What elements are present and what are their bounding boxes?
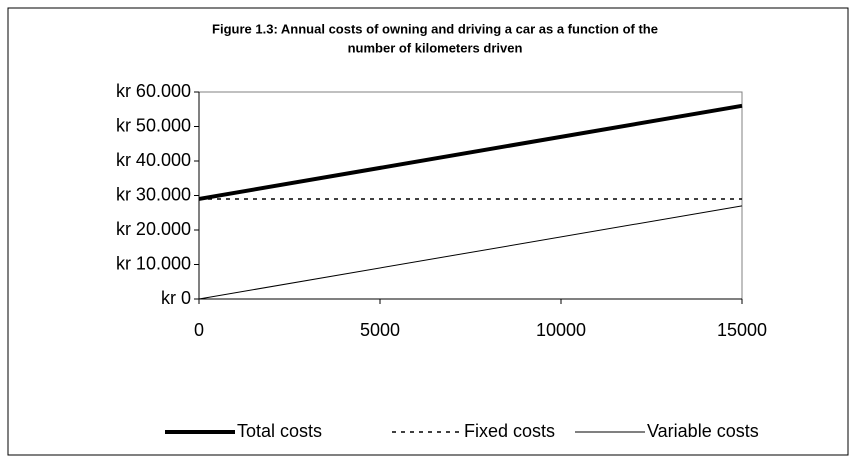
y-tick-label: kr 60.000	[116, 81, 191, 101]
x-tick-label: 0	[194, 320, 204, 340]
y-tick-label: kr 20.000	[116, 219, 191, 239]
x-tick-label: 15000	[717, 320, 767, 340]
y-tick-label: kr 10.000	[116, 253, 191, 273]
series-line	[198, 205, 743, 300]
y-tick-label: kr 40.000	[116, 150, 191, 170]
y-tick-label: kr 0	[161, 288, 191, 308]
legend-label: Fixed costs	[464, 421, 555, 441]
chart-title: Figure 1.3: Annual costs of owning and d…	[212, 21, 658, 36]
chart-title: number of kilometers driven	[348, 40, 523, 55]
plot-area	[198, 91, 743, 300]
y-tick-label: kr 30.000	[116, 184, 191, 204]
x-tick-label: 10000	[536, 320, 586, 340]
series-line	[198, 103, 743, 201]
x-tick-label: 5000	[360, 320, 400, 340]
y-tick-label: kr 50.000	[116, 115, 191, 135]
legend-label: Total costs	[237, 421, 322, 441]
legend-label: Variable costs	[647, 421, 759, 441]
